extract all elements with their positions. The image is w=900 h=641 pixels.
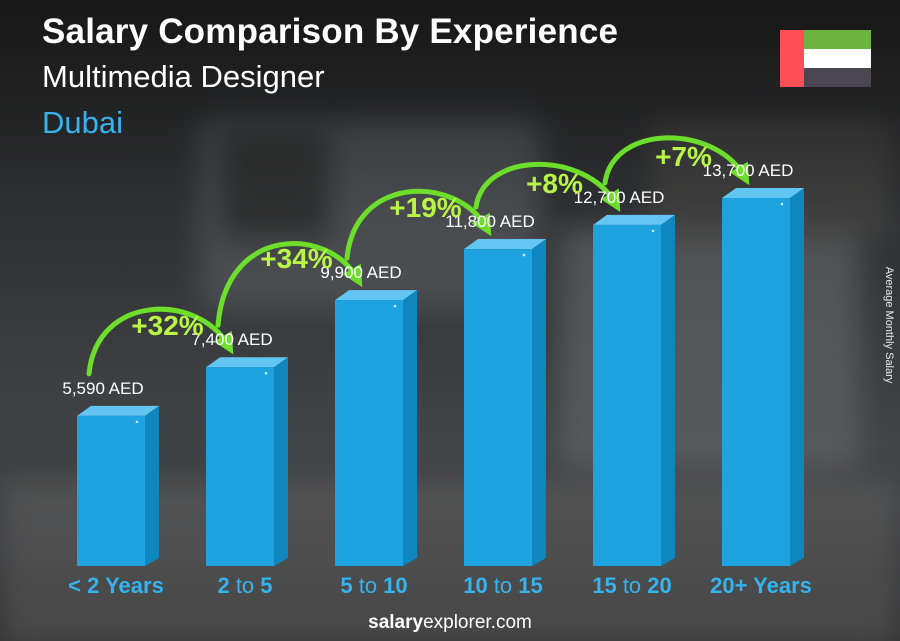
category-label: 5 to 10	[340, 573, 407, 598]
bar-highlight	[264, 371, 268, 375]
growth-arrow	[602, 135, 750, 186]
category-label-part: 15	[592, 573, 616, 598]
bar	[206, 367, 274, 566]
growth-percent: +34%	[260, 243, 332, 274]
bar-side	[403, 290, 417, 566]
flag-red-band	[780, 30, 804, 87]
bar-highlight	[135, 420, 139, 424]
bar-top	[593, 214, 675, 225]
flag-white-stripe	[804, 49, 871, 68]
brand-explorer: explorer.com	[423, 612, 532, 633]
bar-top	[77, 405, 159, 416]
bar	[722, 198, 790, 566]
growth-arrow	[344, 188, 492, 261]
bar-top	[206, 357, 288, 368]
bar-side	[532, 239, 546, 566]
bar	[335, 300, 403, 566]
growth-percent: +32%	[131, 310, 203, 341]
job-title: Multimedia Designer	[42, 59, 325, 94]
category-label-part: 20+ Years	[710, 573, 812, 598]
category-label-part: to	[617, 573, 648, 598]
bar	[77, 415, 145, 566]
flag-green-stripe	[804, 30, 871, 49]
category-label-part: 2	[217, 573, 229, 598]
location-label: Dubai	[42, 105, 123, 140]
bar-side	[145, 405, 159, 566]
category-label-part: 5	[260, 573, 272, 598]
category-label: < 2 Years	[68, 573, 164, 598]
value-label: 12,700 AED	[574, 188, 665, 207]
bar	[464, 249, 532, 566]
category-label-part: to	[230, 573, 261, 598]
category-label-part: 15	[518, 573, 542, 598]
category-label-part: to	[353, 573, 384, 598]
bar-side	[661, 214, 675, 567]
bar-highlight	[522, 253, 526, 257]
value-label: 11,800 AED	[445, 212, 534, 231]
category-label: 20+ Years	[710, 573, 812, 598]
category-label-part: 5	[340, 573, 352, 598]
value-label: 5,590 AED	[62, 379, 143, 398]
value-label: 7,400 AED	[191, 330, 272, 349]
bar-top	[335, 290, 417, 301]
growth-arrow	[473, 161, 621, 212]
bar-top	[464, 239, 546, 250]
brand-salary: salary	[368, 612, 424, 633]
category-label-part: < 2 Years	[68, 573, 164, 598]
value-label: 13,700 AED	[703, 161, 794, 180]
growth-arrow	[215, 241, 363, 328]
category-label-part: 20	[647, 573, 671, 598]
bar-highlight	[393, 304, 397, 308]
category-label: 15 to 20	[592, 573, 672, 598]
growth-percent: +8%	[526, 168, 583, 199]
bar-highlight	[651, 229, 655, 233]
growth-arrow	[86, 306, 234, 377]
footer-brand[interactable]: salaryexplorer.com	[0, 612, 900, 634]
value-label: 9,900 AED	[320, 263, 401, 282]
growth-percent: +19%	[389, 192, 461, 223]
bar-top	[722, 188, 804, 199]
category-label-part: 10	[463, 573, 487, 598]
growth-percent: +7%	[655, 141, 712, 172]
flag-black-stripe	[804, 68, 871, 87]
page-title: Salary Comparison By Experience	[42, 12, 619, 51]
bar	[593, 224, 661, 567]
uae-flag-icon	[780, 30, 871, 87]
category-label: 2 to 5	[217, 573, 272, 598]
bar-highlight	[780, 202, 784, 206]
bar-side	[790, 188, 804, 566]
bar-side	[274, 357, 288, 566]
category-label-part: to	[488, 573, 519, 598]
category-label: 10 to 15	[463, 573, 543, 598]
category-label-part: 10	[383, 573, 407, 598]
